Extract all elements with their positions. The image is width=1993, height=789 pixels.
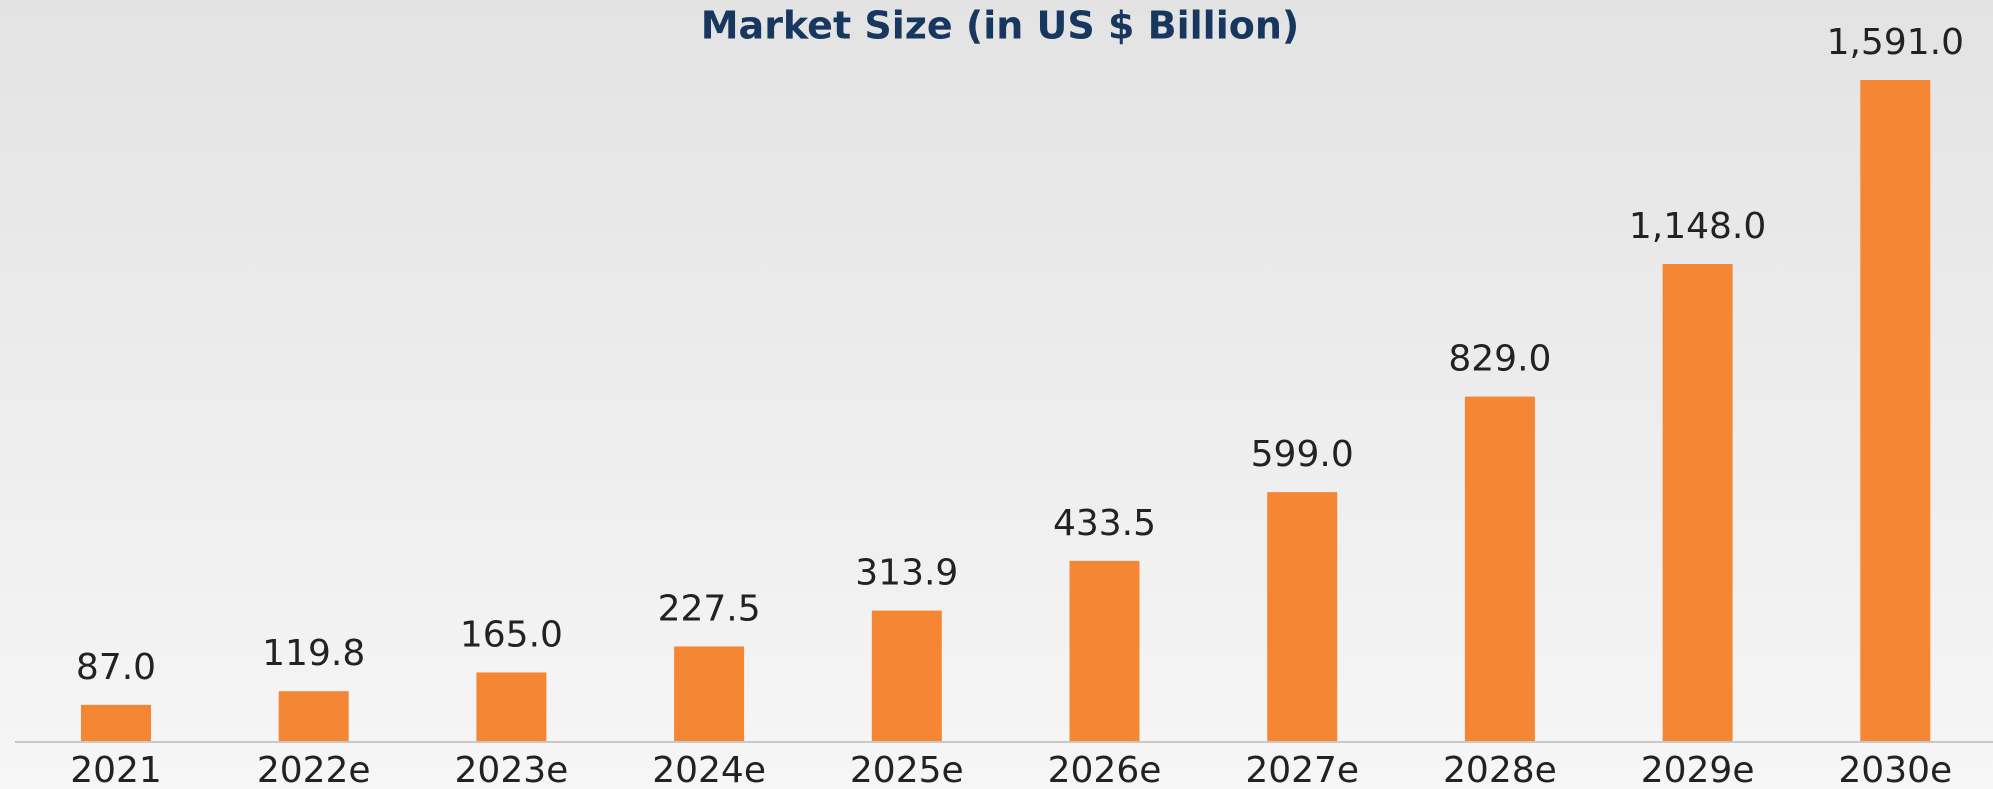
chart-title: Market Size (in US $ Billion)	[701, 4, 1300, 48]
value-label: 313.9	[855, 553, 958, 594]
bar	[871, 610, 942, 741]
value-label: 119.8	[262, 633, 365, 674]
value-label: 87.0	[76, 647, 156, 688]
value-label: 1,591.0	[1827, 22, 1964, 63]
value-label: 433.5	[1053, 503, 1156, 544]
x-tick-label: 2021	[70, 750, 162, 789]
bar	[476, 672, 547, 741]
x-tick-label: 2026e	[1048, 750, 1162, 789]
value-label: 227.5	[658, 588, 761, 629]
x-tick-label: 2028e	[1443, 750, 1557, 789]
bar	[1662, 264, 1733, 741]
x-tick-label: 2023e	[455, 750, 569, 789]
x-tick-label: 2027e	[1245, 750, 1359, 789]
value-label: 165.0	[460, 614, 563, 655]
x-tick-label: 2025e	[850, 750, 964, 789]
bar	[1267, 492, 1338, 741]
value-label: 1,148.0	[1629, 206, 1766, 247]
bar	[674, 646, 745, 741]
x-tick-label: 2022e	[257, 750, 371, 789]
value-label: 829.0	[1448, 339, 1551, 380]
bar	[81, 704, 151, 741]
x-tick-label: 2029e	[1641, 750, 1755, 789]
value-label: 599.0	[1251, 434, 1354, 475]
x-tick-label: 2030e	[1838, 750, 1952, 789]
bar	[1464, 396, 1535, 741]
bar	[1069, 560, 1140, 741]
bar	[1860, 80, 1931, 741]
bar	[278, 691, 349, 741]
x-tick-label: 2024e	[652, 750, 766, 789]
